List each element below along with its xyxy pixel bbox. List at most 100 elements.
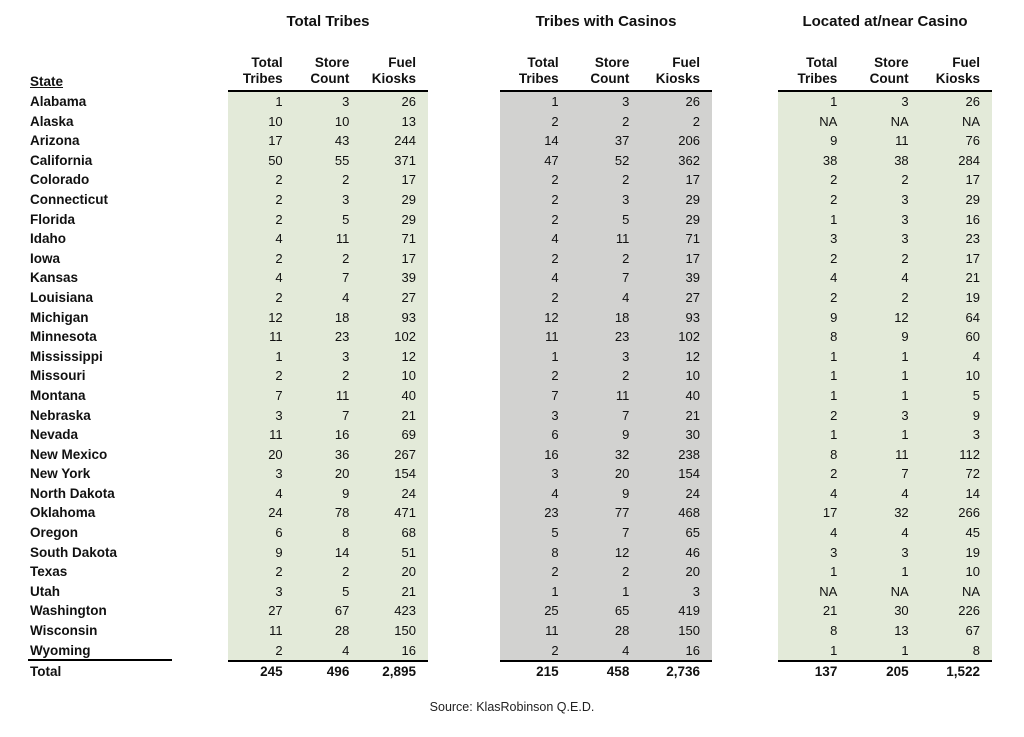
- state-name: Washington: [30, 603, 107, 619]
- tribes-with-casinos-store-count-value: 32: [614, 446, 630, 462]
- located-at-near-casino-fuel-kiosks-value: 60: [965, 329, 980, 345]
- total-tribes-store-count-value: 3: [342, 94, 350, 109]
- total-tribes-fuel-kiosks-value: 27: [401, 289, 416, 305]
- band-total-tribes: 2 2 20: [228, 562, 428, 582]
- total-tribes-store-count-value: 5: [342, 583, 350, 599]
- tribes-with-casinos-fuel-kiosks-value: 17: [685, 172, 700, 188]
- group-title-total-tribes: Total Tribes: [286, 13, 370, 30]
- band-total-tribes: 2 4 27: [228, 287, 428, 308]
- spacer: [712, 662, 778, 684]
- column-header-line2: Tribes: [518, 71, 559, 86]
- tribes-with-casinos-total-tribes-value: 25: [544, 603, 559, 619]
- located-at-near-casino-total-tribes-value: 2: [830, 172, 838, 188]
- column-gap: [428, 621, 500, 641]
- band-total-tribes: 4 9 24: [228, 483, 428, 504]
- total-tribes-fuel-kiosks-value: 244: [394, 133, 416, 149]
- tribes-with-casinos-total-tribes-value: 4: [551, 270, 559, 286]
- table-row-oklahoma: Oklahoma 24 78 471 23 77 468 17 32 266: [30, 503, 1024, 524]
- column-gap: [428, 131, 500, 151]
- tribes-with-casinos-store-count-value: 4: [622, 289, 630, 305]
- total-tribes-store-count-value: 3: [342, 348, 350, 364]
- band-tribes-with-casinos: 1 3 26: [500, 92, 712, 112]
- column-gap: [712, 268, 778, 288]
- band-located-at-near-casino: 4 4 45: [778, 523, 992, 543]
- column-gap: [712, 582, 778, 602]
- table-row-north-dakota: North Dakota 4 9 24 4 9 24 4 4 14: [30, 483, 1024, 504]
- located-at-near-casino-store-count-value: 4: [901, 525, 909, 541]
- spacer: [428, 662, 500, 684]
- total-tribes-store-count-value: 43: [334, 133, 350, 149]
- located-at-near-casino-total-tribes-value: 1: [830, 368, 838, 384]
- band-located-at-near-casino: 2 2 17: [778, 248, 992, 269]
- located-at-near-casino-total-tribes-value: 4: [830, 270, 838, 286]
- table-row-utah: Utah 3 5 21 1 1 3 NA NA NA: [30, 581, 1024, 602]
- column-header-total-tribes: Total Tribes: [500, 55, 571, 90]
- state-name: Arizona: [30, 133, 80, 149]
- tribes-with-casinos-store-count-value: 1: [622, 583, 630, 599]
- tribes-with-casinos-store-count-value: 52: [614, 152, 630, 168]
- band-located-at-near-casino: 1 1 4: [778, 346, 992, 367]
- total-tribes-total-tribes-value: 2: [275, 250, 283, 266]
- table-row-minnesota: Minnesota 11 23 102 11 23 102 8 9 60: [30, 327, 1024, 347]
- band-tribes-with-casinos: 11 28 150: [500, 621, 712, 641]
- table-row-louisiana: Louisiana 2 4 27 2 4 27 2 2 19: [30, 287, 1024, 308]
- total-tribes-total-tribes-value: 3: [275, 466, 283, 482]
- tribes-with-casinos-fuel-kiosks-value: 419: [678, 603, 700, 619]
- column-gap: [428, 308, 500, 328]
- located-at-near-casino-total-tribes-value: 2: [830, 466, 838, 482]
- column-header-line2: Count: [310, 71, 350, 86]
- located-at-near-casino-fuel-kiosks-value: 112: [959, 446, 980, 462]
- total-tribes-store-count-value: 7: [342, 407, 350, 423]
- table-row-arizona: Arizona 17 43 244 14 37 206 9 11 76: [30, 131, 1024, 151]
- state-name: Wisconsin: [30, 623, 98, 639]
- tribes-with-casinos-fuel-kiosks-value: 65: [685, 525, 700, 541]
- column-gap: [712, 484, 778, 504]
- located-at-near-casino-store-count-value: 1: [901, 348, 909, 364]
- located-at-near-casino-total-tribes-value: 3: [830, 231, 838, 247]
- band-total-tribes: 3 5 21: [228, 581, 428, 602]
- located-at-near-casino-total-tribes-value: 1: [830, 94, 838, 109]
- band-located-at-near-casino: NA NA NA: [778, 581, 992, 602]
- column-gap: [428, 484, 500, 504]
- tribes-with-casinos-fuel-kiosks-value: 93: [685, 309, 700, 325]
- total-tribes-fuel-kiosks-value: 13: [401, 113, 416, 129]
- total-tribes-total-tribes-value: 11: [269, 623, 283, 639]
- located-at-near-casino-fuel-kiosks-value: 72: [965, 466, 980, 482]
- located-at-near-casino-total-tribes-value: 8: [830, 446, 838, 462]
- total-tribes-store-count-value: 11: [335, 387, 350, 403]
- total-tribes-fuel-kiosks-value: 71: [401, 231, 416, 247]
- tribes-with-casinos-store-count-value: 7: [622, 407, 630, 423]
- located-at-near-casino-fuel-kiosks-value: 3: [972, 427, 980, 443]
- total-tribes-store-count-value: 2: [342, 368, 350, 384]
- band-located-at-near-casino: 1 1 3: [778, 425, 992, 445]
- located-at-near-casino-fuel-kiosks-value: 17: [965, 250, 980, 266]
- column-header-line1: Store: [594, 55, 630, 70]
- tribes-with-casinos-fuel-kiosks-value: 12: [685, 348, 700, 364]
- column-gap: [428, 229, 500, 249]
- tribes-with-casinos-total-tribes-value: 2: [551, 250, 559, 266]
- column-header-line1: Fuel: [952, 55, 980, 70]
- tribes-with-casinos-store-count-value: 18: [614, 309, 630, 325]
- column-gap: [428, 366, 500, 386]
- column-gap: [712, 327, 778, 347]
- column-gap: [428, 503, 500, 523]
- located-at-near-casino-total-tribes-value: 3: [830, 544, 838, 560]
- total-tribes-total-tribes-value: 3: [275, 407, 283, 423]
- band-located-at-near-casino: 38 38 284: [778, 150, 992, 171]
- tribes-with-casinos-store-count-value: 3: [622, 94, 630, 109]
- column-header-line1: Fuel: [388, 55, 416, 70]
- table-row-missouri: Missouri 2 2 10 2 2 10 1 1 10: [30, 366, 1024, 386]
- total-tribes-with-casinos-fuel-kiosks: 2,736: [666, 664, 700, 680]
- tribes-with-casinos-total-tribes-value: 11: [545, 623, 559, 639]
- total-tribes-fuel-kiosks-value: 51: [401, 544, 416, 560]
- located-at-near-casino-store-count-value: 30: [894, 603, 909, 619]
- band-total-tribes: 27 67 423: [228, 601, 428, 622]
- column-gap: [428, 543, 500, 563]
- column-header-total-tribes: Total Tribes: [778, 55, 849, 90]
- table-row-montana: Montana 7 11 40 7 11 40 1 1 5: [30, 385, 1024, 406]
- table-row-iowa: Iowa 2 2 17 2 2 17 2 2 17: [30, 248, 1024, 269]
- total-tribes-total-tribes-value: 27: [268, 603, 283, 619]
- total-tribes-total-tribes-value: 4: [275, 485, 283, 501]
- tribes-with-casinos-fuel-kiosks-value: 238: [678, 446, 700, 462]
- column-header-line2: Tribes: [242, 71, 283, 86]
